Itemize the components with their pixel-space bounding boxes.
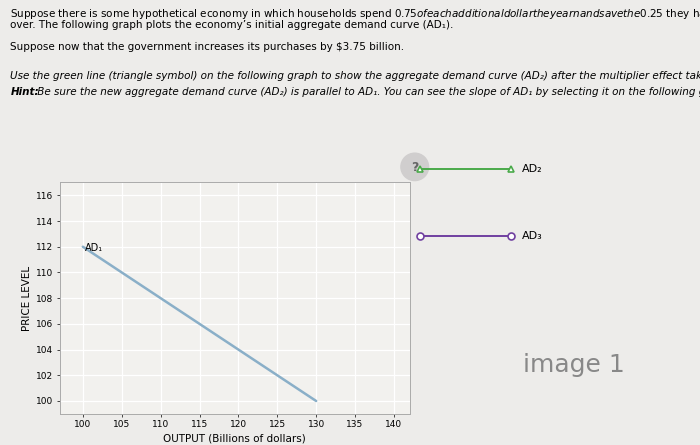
X-axis label: OUTPUT (Billions of dollars): OUTPUT (Billions of dollars)	[163, 433, 306, 443]
Y-axis label: PRICE LEVEL: PRICE LEVEL	[22, 266, 32, 331]
Text: Suppose now that the government increases its purchases by $3.75 billion.: Suppose now that the government increase…	[10, 42, 405, 52]
Text: ?: ?	[411, 161, 419, 174]
Text: Use the green line (triangle symbol) on the following graph to show the aggregat: Use the green line (triangle symbol) on …	[10, 71, 700, 81]
Text: Be sure the new aggregate demand curve (AD₂) is parallel to AD₁. You can see the: Be sure the new aggregate demand curve (…	[34, 87, 700, 97]
Text: AD₂: AD₂	[522, 164, 542, 174]
Text: image 1: image 1	[523, 353, 625, 377]
Text: Suppose there is some hypothetical economy in which households spend $0.75 of ea: Suppose there is some hypothetical econo…	[10, 7, 700, 20]
Text: over. The following graph plots the economy’s initial aggregate demand curve (AD: over. The following graph plots the econ…	[10, 20, 454, 30]
Text: Hint:: Hint:	[10, 87, 39, 97]
Circle shape	[401, 153, 428, 181]
Text: AD₃: AD₃	[522, 231, 542, 241]
Text: AD₁: AD₁	[85, 243, 104, 253]
